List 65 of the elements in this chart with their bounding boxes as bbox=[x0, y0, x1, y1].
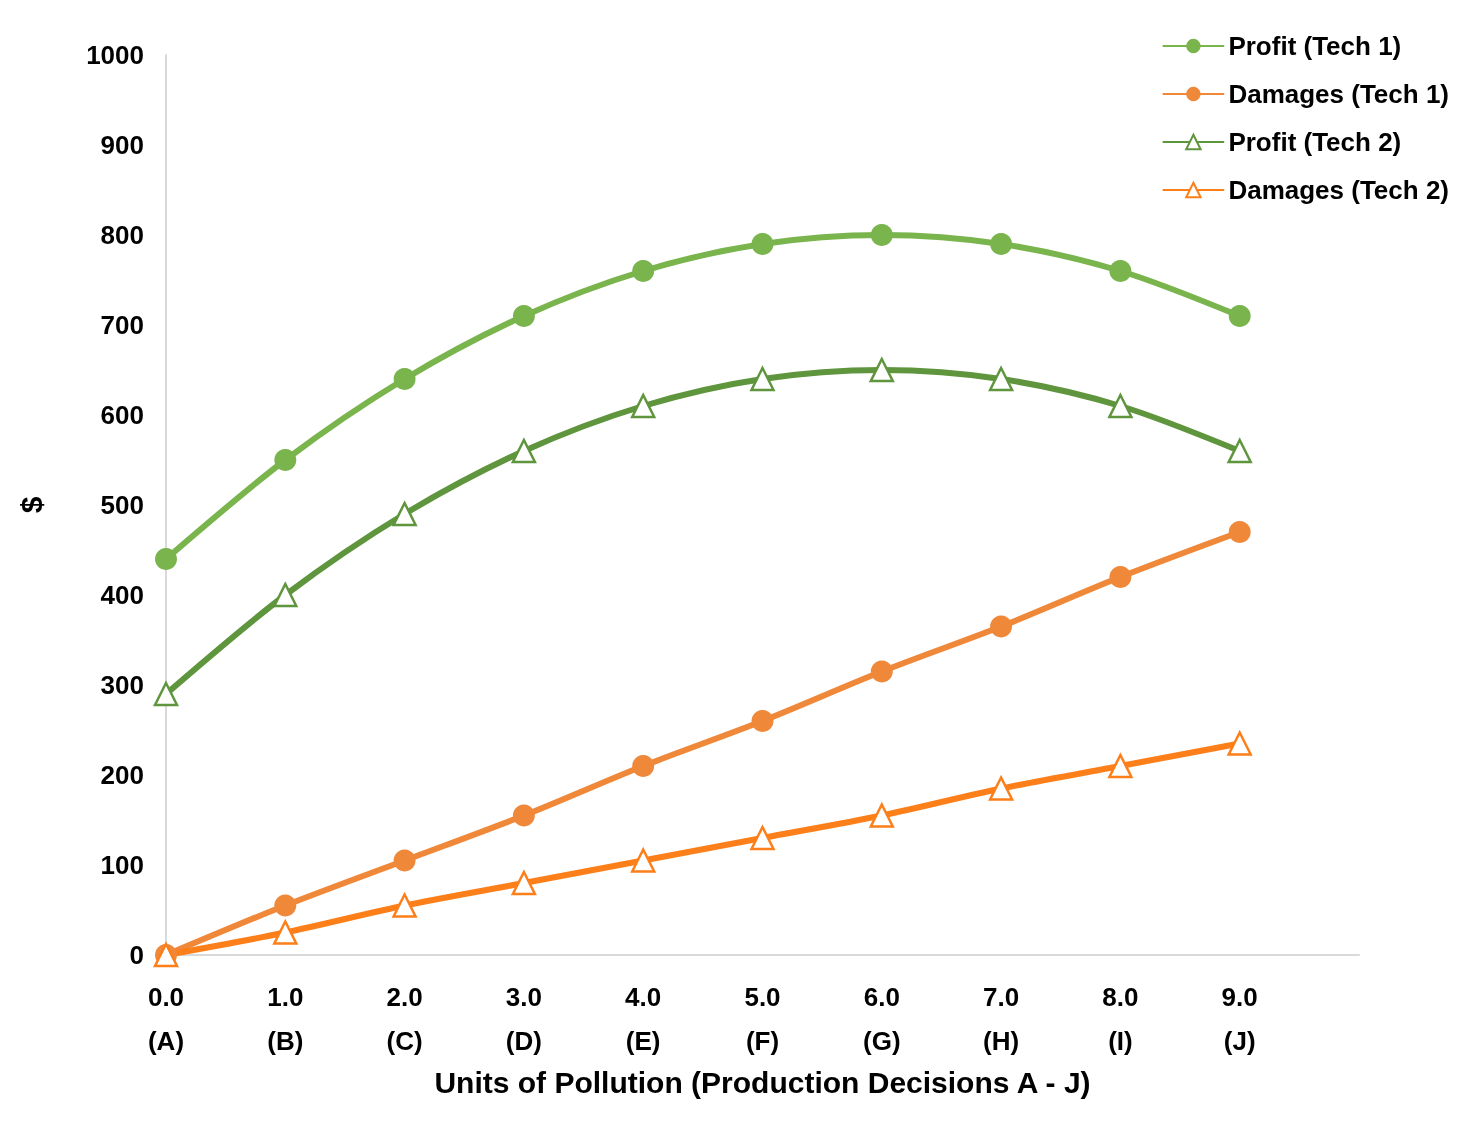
x-tick-label: 5.0 (F) bbox=[744, 982, 781, 1056]
point bbox=[630, 848, 656, 873]
y-tick-label: 400 bbox=[100, 580, 144, 610]
legend-label: Damages (Tech 1) bbox=[1228, 79, 1449, 109]
point bbox=[988, 366, 1014, 392]
point bbox=[750, 825, 775, 851]
point bbox=[153, 681, 179, 707]
y-tick-label: 300 bbox=[100, 670, 144, 700]
y-tick-label: 900 bbox=[100, 130, 144, 160]
point bbox=[1227, 438, 1252, 464]
point bbox=[1228, 521, 1251, 543]
x-tick-label: 8.0 (I) bbox=[1102, 982, 1139, 1056]
point bbox=[1108, 753, 1133, 779]
x-tick-label: 2.0 (C) bbox=[386, 982, 423, 1056]
point bbox=[155, 548, 177, 570]
point bbox=[511, 870, 537, 896]
point bbox=[870, 660, 893, 683]
x-axis-title: Units of Pollution (Production Decisions A - J) bbox=[434, 1066, 1091, 1100]
point bbox=[630, 393, 656, 419]
point bbox=[750, 366, 775, 392]
y-tick-label: 500 bbox=[100, 490, 144, 520]
point bbox=[632, 755, 655, 777]
y-axis-title: $ bbox=[14, 496, 48, 514]
y-tick-label: 600 bbox=[100, 400, 144, 430]
y-tick-label: 0 bbox=[129, 940, 144, 970]
y-tick-label: 1000 bbox=[86, 40, 144, 70]
point bbox=[751, 233, 774, 255]
x-tick-label: 3.0 (D) bbox=[505, 982, 542, 1056]
point bbox=[392, 501, 417, 527]
x-tick-label: 7.0 (H) bbox=[983, 982, 1020, 1056]
point bbox=[274, 449, 297, 471]
point bbox=[988, 776, 1014, 801]
x-tick-label: 6.0 (G) bbox=[863, 982, 901, 1056]
y-tick-label: 100 bbox=[100, 850, 144, 880]
point bbox=[1228, 305, 1251, 327]
point bbox=[511, 438, 537, 464]
x-tick-label: 0.0 (A) bbox=[147, 982, 185, 1056]
legend-label: Damages (Tech 2) bbox=[1228, 175, 1449, 205]
point bbox=[512, 305, 535, 327]
point bbox=[273, 920, 298, 945]
point bbox=[1227, 731, 1252, 756]
point bbox=[632, 260, 655, 282]
x-tick-label: 9.0 (J) bbox=[1221, 982, 1258, 1056]
point bbox=[393, 368, 416, 390]
point bbox=[1109, 566, 1132, 588]
point bbox=[990, 233, 1013, 255]
point bbox=[990, 615, 1013, 638]
point bbox=[273, 582, 298, 608]
x-tick-label: 4.0 (E) bbox=[625, 982, 662, 1056]
point bbox=[869, 803, 895, 828]
point bbox=[512, 804, 535, 827]
y-tick-label: 800 bbox=[100, 220, 144, 250]
point bbox=[870, 224, 893, 246]
y-tick-label: 700 bbox=[100, 310, 144, 340]
x-tick-label: 1.0 (B) bbox=[267, 982, 304, 1056]
legend-label: Profit (Tech 2) bbox=[1228, 127, 1402, 157]
point bbox=[1109, 260, 1132, 282]
point bbox=[1108, 393, 1133, 419]
y-tick-label: 200 bbox=[100, 760, 144, 790]
point bbox=[274, 894, 297, 917]
point bbox=[393, 849, 416, 872]
legend-label: Profit (Tech 1) bbox=[1228, 31, 1402, 61]
point bbox=[392, 893, 417, 918]
point bbox=[869, 357, 895, 383]
point bbox=[751, 710, 774, 732]
